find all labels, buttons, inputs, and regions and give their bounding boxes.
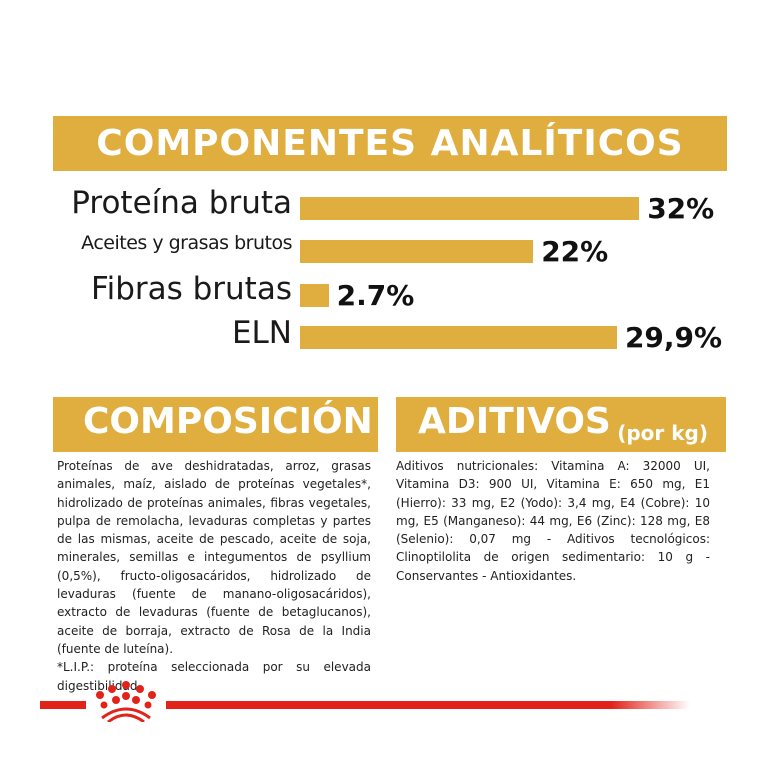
nutrient-label: Aceites y grasas brutos (81, 232, 292, 254)
nutrient-bar (300, 284, 329, 307)
nutrient-label: ELN (231, 315, 292, 351)
additives-header: ADITIVOS (por kg) (396, 397, 726, 452)
nutrient-value: 22% (541, 235, 609, 268)
nutrient-value: 2.7% (336, 279, 415, 312)
crown-logo-icon (96, 681, 156, 722)
additives-subtitle: (por kg) (617, 421, 708, 445)
nutrient-value: 32% (647, 192, 715, 225)
composition-ingredients: Proteínas de ave deshidratadas, arroz, g… (57, 459, 371, 656)
brand-line-right (166, 701, 690, 709)
nutrient-bar (300, 326, 617, 349)
nutrient-bar (300, 197, 640, 220)
nutrient-value: 29,9% (624, 321, 723, 354)
composition-note: *L.I.P.: proteína seleccionada por su el… (57, 660, 371, 693)
composition-text: Proteínas de ave deshidratadas, arroz, g… (57, 457, 371, 695)
nutrient-label: Fibras brutas (91, 271, 292, 307)
composition-title: COMPOSICIÓN (83, 401, 373, 442)
analytic-components-header: COMPONENTES ANALÍTICOS (53, 116, 727, 171)
composition-header: COMPOSICIÓN (53, 397, 378, 452)
brand-line-left (40, 701, 86, 709)
additives-title: ADITIVOS (418, 401, 611, 442)
nutrient-label: Proteína bruta (71, 185, 292, 221)
additives-text: Aditivos nutricionales: Vitamina A: 3200… (396, 459, 710, 583)
nutrient-bar (300, 240, 534, 263)
